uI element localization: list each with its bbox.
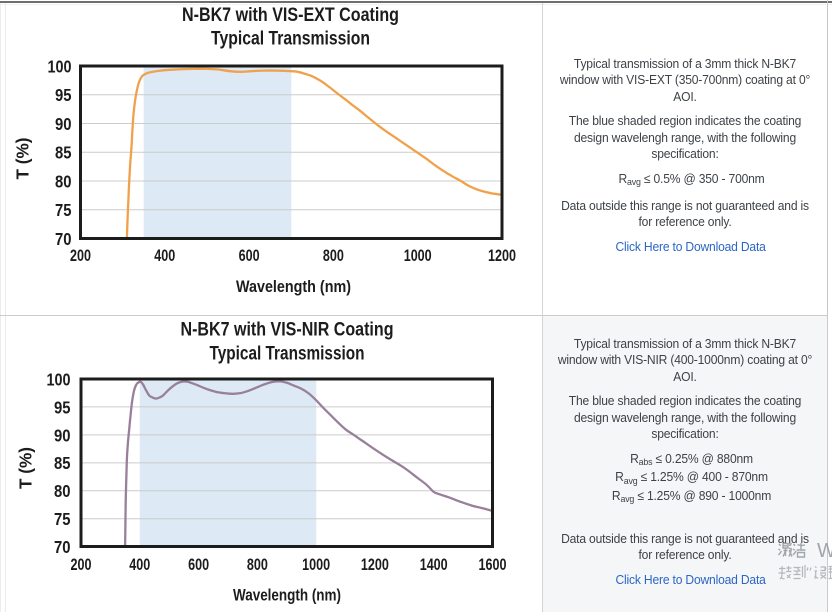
svg-text:1000: 1000 (404, 246, 432, 265)
svg-text:100: 100 (47, 369, 71, 389)
svg-text:70: 70 (54, 537, 71, 557)
svg-text:1400: 1400 (420, 555, 448, 574)
svg-text:1600: 1600 (479, 555, 507, 574)
svg-text:95: 95 (55, 85, 72, 105)
svg-text:T (%): T (%) (16, 447, 36, 489)
svg-text:N-BK7 with VIS-EXT Coating: N-BK7 with VIS-EXT Coating (182, 5, 399, 26)
svg-text:N-BK7 with VIS-NIR Coating: N-BK7 with VIS-NIR Coating (181, 320, 394, 341)
svg-text:1000: 1000 (302, 555, 330, 574)
svg-text:90: 90 (55, 114, 72, 134)
svg-text:Typical Transmission: Typical Transmission (211, 29, 370, 50)
svg-text:400: 400 (129, 555, 150, 574)
svg-text:800: 800 (323, 246, 344, 265)
svg-text:400: 400 (154, 246, 175, 265)
svg-text:80: 80 (54, 481, 71, 501)
svg-text:75: 75 (55, 200, 72, 220)
svg-text:90: 90 (54, 425, 71, 445)
svg-text:Wavelength (nm): Wavelength (nm) (236, 278, 351, 296)
svg-text:600: 600 (239, 246, 260, 265)
svg-text:W: W (817, 540, 832, 562)
svg-text:95: 95 (54, 397, 71, 417)
svg-text:800: 800 (247, 555, 268, 574)
svg-text:200: 200 (70, 246, 91, 265)
svg-text:1200: 1200 (361, 555, 389, 574)
svg-text:T (%): T (%) (13, 138, 33, 180)
svg-text:75: 75 (54, 509, 71, 529)
svg-text:200: 200 (71, 555, 92, 574)
svg-text:70: 70 (55, 229, 72, 249)
svg-text:Wavelength (nm): Wavelength (nm) (233, 587, 341, 605)
svg-text:80: 80 (55, 171, 72, 191)
svg-text:Typical Transmission: Typical Transmission (210, 344, 365, 365)
svg-text:85: 85 (55, 143, 72, 163)
svg-text:600: 600 (188, 555, 209, 574)
svg-text:1200: 1200 (488, 246, 516, 265)
svg-text:100: 100 (48, 56, 72, 76)
svg-text:85: 85 (54, 453, 71, 473)
